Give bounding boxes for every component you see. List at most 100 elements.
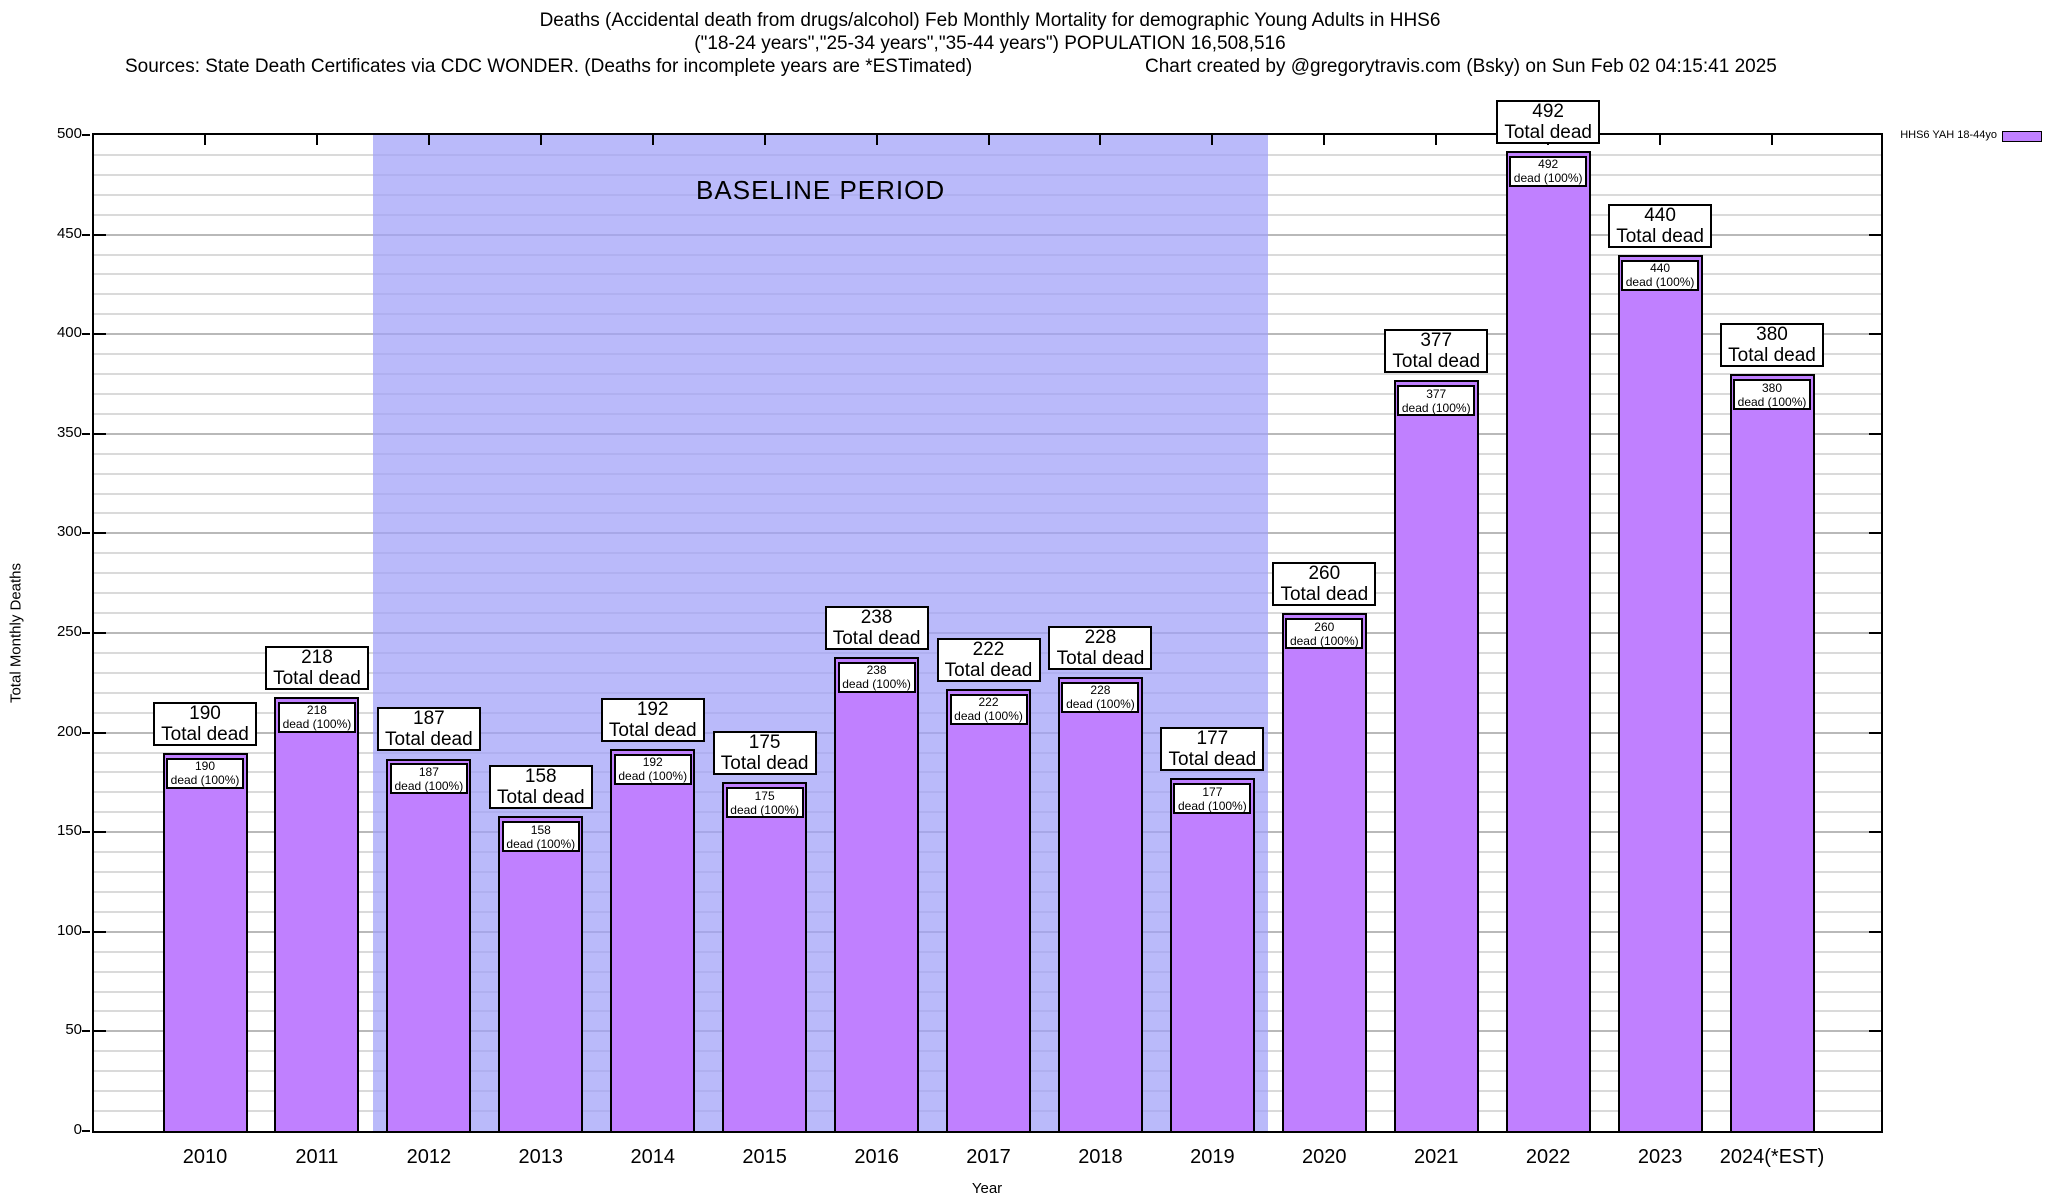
bar-inner-label: 260 dead (100%) — [1285, 618, 1364, 650]
bar-total-label: 492 Total dead — [1496, 99, 1601, 144]
bar-total-label: 260 Total dead — [1272, 562, 1377, 607]
x-tick-top — [875, 135, 878, 145]
x-tick-label: 2013 — [518, 1146, 564, 1168]
bar-inner-label: 190 dead (100%) — [166, 757, 244, 789]
x-tick-top — [539, 135, 542, 145]
y-tick-right — [1869, 333, 1881, 336]
y-tick-stub — [82, 432, 90, 435]
bar-total-label: 380 Total dead — [1720, 323, 1825, 368]
sources-note: Sources: State Death Certificates via CD… — [125, 56, 973, 77]
x-tick-label: 2019 — [1190, 1146, 1235, 1168]
y-axis-title: Total Monthly Deaths — [7, 562, 25, 704]
x-tick-top — [315, 135, 318, 145]
x-tick-top — [1099, 135, 1102, 145]
bar-inner-label: 440 dead (100%) — [1621, 259, 1700, 291]
baseline-period-label: BASELINE PERIOD — [696, 175, 946, 205]
x-tick-label: 2014 — [630, 1146, 675, 1168]
y-tick-stub — [82, 233, 90, 236]
x-tick-top — [987, 135, 990, 145]
y-tick-stub — [82, 831, 90, 834]
y-tick-stub — [82, 632, 90, 634]
bar-inner-label: 238 dead (100%) — [837, 661, 916, 693]
bar-inner-label: 492 dead (100%) — [1509, 155, 1588, 187]
bar-2011 — [274, 696, 360, 1131]
plot-area: BASELINE PERIOD 190 dead (100%) 190 Total de… — [92, 99, 1883, 1133]
x-tick-label: 2024(*EST) — [1719, 1146, 1825, 1168]
y-tick-stub — [82, 1030, 90, 1033]
bar-2010 — [162, 752, 248, 1131]
y-tick-right — [1869, 831, 1881, 834]
y-tick-right — [1869, 930, 1881, 933]
bar-total-label: 190 Total dead — [153, 701, 257, 746]
x-tick-label: 2023 — [1637, 1146, 1683, 1168]
bar-inner-label: 218 dead (100%) — [277, 701, 356, 733]
x-tick-top — [1323, 135, 1326, 145]
y-tick-right — [1869, 532, 1881, 535]
y-tick-label: 150 — [56, 822, 82, 840]
y-tick-left — [94, 930, 106, 933]
bar-total-label: 238 Total dead — [824, 605, 929, 650]
bar-total-label: 218 Total dead — [264, 645, 369, 690]
x-tick-top — [427, 135, 430, 145]
bar-total-label: 440 Total dead — [1608, 203, 1713, 248]
x-tick-label: 2016 — [854, 1146, 899, 1168]
y-tick-label: 100 — [56, 921, 82, 939]
bar-total-label: 377 Total dead — [1384, 329, 1489, 374]
bar-total-label: 222 Total dead — [936, 637, 1041, 682]
x-tick-top — [1435, 135, 1438, 145]
x-tick-label: 2017 — [966, 1146, 1011, 1168]
x-tick-top — [763, 135, 766, 145]
bar-2019 — [1169, 778, 1255, 1131]
bar-inner-label: 380 dead (100%) — [1733, 379, 1812, 411]
y-tick-left — [94, 731, 106, 734]
y-tick-label: 300 — [56, 523, 82, 541]
y-tick-label: 0 — [73, 1121, 82, 1138]
bar-2021 — [1393, 380, 1479, 1131]
y-tick-right — [1869, 432, 1881, 435]
x-tick-label: 2021 — [1413, 1146, 1459, 1168]
x-tick-top — [1771, 135, 1774, 145]
y-tick-stub — [82, 930, 90, 933]
bar-2018 — [1057, 676, 1143, 1131]
x-tick-label: 2010 — [182, 1146, 228, 1168]
bar-inner-label: 158 dead (100%) — [501, 821, 580, 853]
legend-label: HHS6 YAH 18-44yo — [1900, 129, 1997, 141]
bar-inner-label: 192 dead (100%) — [613, 753, 692, 785]
y-tick-label: 350 — [56, 423, 82, 441]
y-tick-label: 450 — [56, 224, 82, 242]
y-tick-label: 200 — [56, 722, 82, 740]
y-tick-label: 400 — [56, 324, 82, 342]
bar-inner-label: 222 dead (100%) — [949, 693, 1028, 725]
bar-2017 — [946, 688, 1031, 1131]
y-tick-right — [1869, 632, 1881, 634]
bar-2012 — [386, 758, 472, 1131]
y-tick-right — [1869, 1030, 1881, 1033]
bar-2015 — [722, 782, 808, 1131]
bar-2022 — [1505, 150, 1591, 1131]
x-axis-title: Year — [971, 1180, 1003, 1197]
y-tick-label: 250 — [56, 623, 82, 640]
chart-title: Deaths (Accidental death from drugs/alco… — [539, 10, 1441, 31]
x-tick-label: 2011 — [295, 1146, 339, 1168]
x-tick-top — [1211, 135, 1214, 145]
bar-inner-label: 187 dead (100%) — [389, 763, 468, 795]
chart-subtitle: ("18-24 years","25-34 years","35-44 year… — [694, 33, 1286, 54]
bar-2020 — [1281, 613, 1367, 1131]
bar-2024(*EST) — [1729, 374, 1815, 1131]
y-tick-left — [94, 233, 106, 236]
y-tick-stub — [82, 134, 90, 136]
y-tick-right — [1869, 731, 1881, 734]
bar-total-label: 192 Total dead — [600, 697, 705, 742]
x-tick-top — [204, 135, 206, 145]
bar-inner-label: 177 dead (100%) — [1173, 783, 1252, 815]
x-tick-label: 2012 — [406, 1146, 452, 1168]
x-tick-label: 2018 — [1078, 1146, 1123, 1168]
y-tick-stub — [82, 1130, 90, 1132]
bar-inner-label: 228 dead (100%) — [1061, 681, 1140, 713]
x-tick-label: 2022 — [1525, 1146, 1571, 1168]
bar-total-label: 187 Total dead — [376, 707, 481, 752]
x-tick-label: 2015 — [742, 1146, 787, 1168]
y-tick-left — [94, 532, 106, 535]
y-tick-left — [94, 432, 106, 435]
